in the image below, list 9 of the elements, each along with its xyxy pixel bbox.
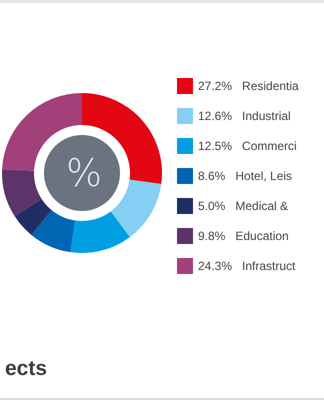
legend-label: 12.6% Industrial	[198, 109, 291, 123]
legend-label: 5.0% Medical &	[198, 199, 288, 213]
text: %	[66, 151, 102, 195]
legend-label: 24.3% Infrastruct	[198, 259, 296, 273]
legend-label: 8.6% Hotel, Leis	[198, 169, 292, 183]
legend-label: 12.5% Commerci	[198, 139, 297, 153]
legend-label: 27.2% Residentia	[198, 79, 300, 93]
legend-label: 9.8% Education	[198, 229, 289, 243]
text: ects	[5, 357, 48, 380]
